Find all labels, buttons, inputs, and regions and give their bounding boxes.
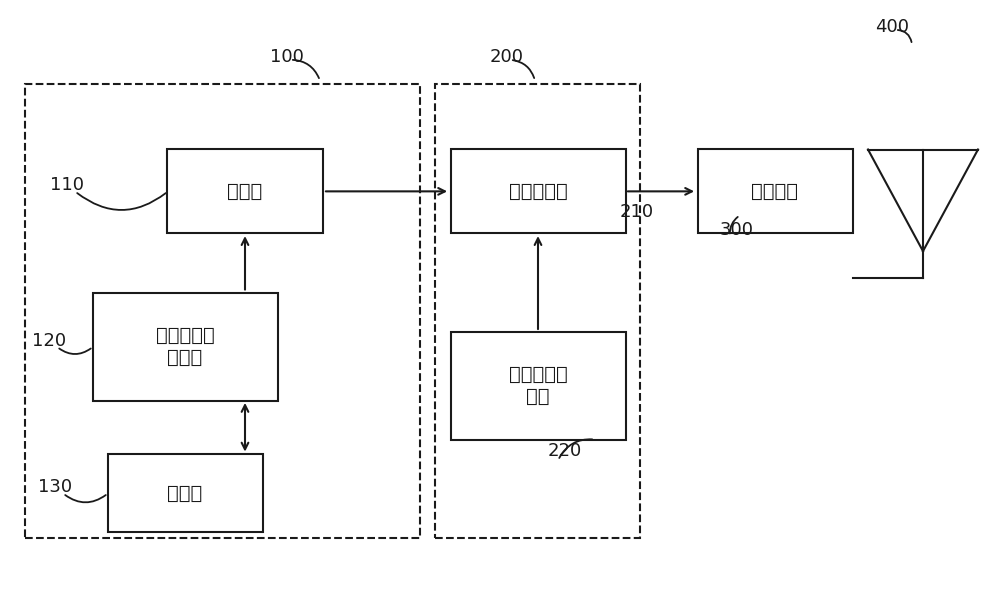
Text: 130: 130 (38, 478, 72, 496)
Text: 自动频率校
正模块: 自动频率校 正模块 (156, 327, 214, 367)
Text: 寄存器: 寄存器 (167, 484, 203, 503)
Text: 振荡器: 振荡器 (227, 182, 263, 201)
Bar (450, 332, 626, 440)
Bar (698, 150, 852, 233)
Text: 收发通道: 收发通道 (752, 182, 798, 201)
Text: 400: 400 (875, 18, 909, 36)
Bar (435, 84, 640, 538)
Text: 110: 110 (50, 176, 84, 194)
Text: 220: 220 (548, 443, 582, 460)
Bar (92, 293, 278, 401)
Text: 100: 100 (270, 48, 304, 66)
Bar (450, 150, 626, 233)
Text: 啁啾信号生
成器: 啁啾信号生 成器 (509, 365, 567, 406)
Text: 300: 300 (720, 221, 754, 239)
Text: 射频锁相环: 射频锁相环 (509, 182, 567, 201)
Text: 210: 210 (620, 203, 654, 221)
Bar (167, 150, 322, 233)
Bar (108, 454, 262, 532)
Text: 120: 120 (32, 332, 66, 350)
Text: 200: 200 (490, 48, 524, 66)
Bar (25, 84, 420, 538)
